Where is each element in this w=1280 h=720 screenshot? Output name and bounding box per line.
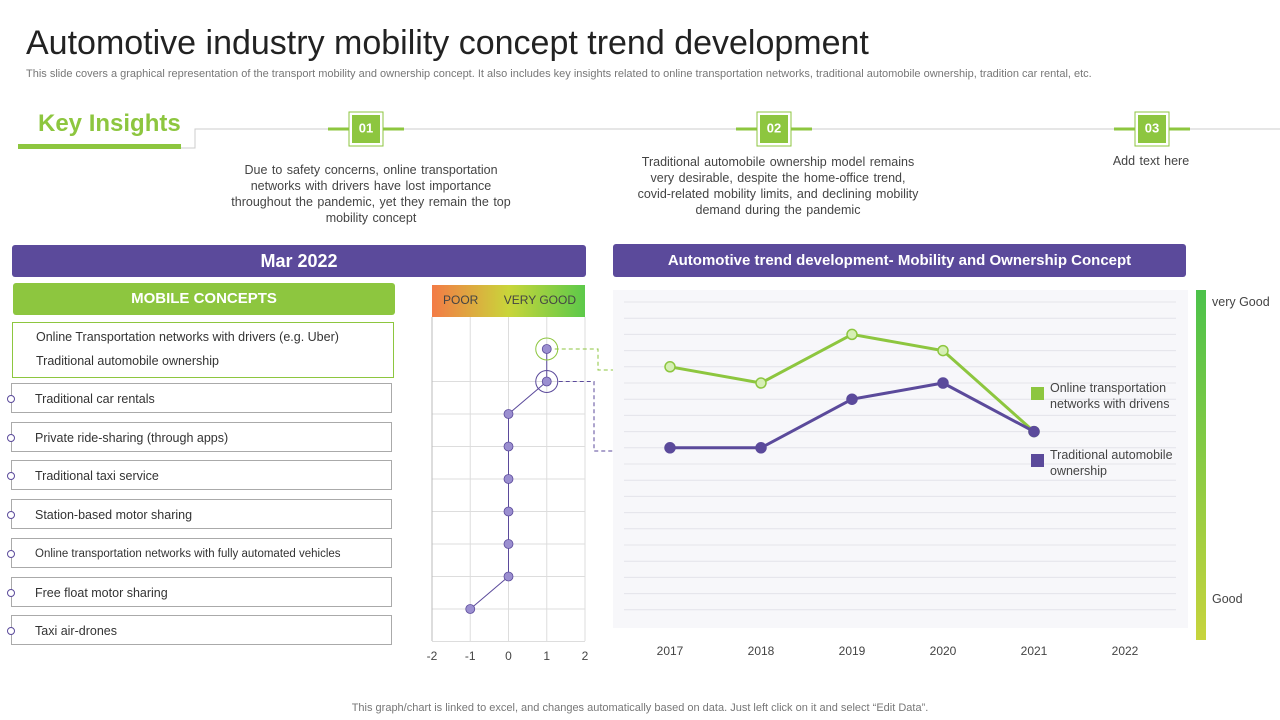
scale-bar <box>1196 290 1206 640</box>
point <box>755 377 767 389</box>
concept-box: Taxi air-drones <box>7 615 392 646</box>
legend-swatch <box>1031 454 1044 467</box>
concept: Free float motor sharing <box>35 585 168 600</box>
x-tick-label: 2018 <box>748 644 775 658</box>
highlight-box <box>12 322 394 378</box>
bullet <box>7 511 15 520</box>
title: Automotive industry mobility concept tre… <box>26 24 869 62</box>
concept-box: Traditional car rentals <box>7 383 392 413</box>
concept: Taxi air-drones <box>35 624 117 639</box>
panel-subheading: MOBILE CONCEPTS <box>13 283 395 315</box>
concept-box: Traditional taxi service <box>7 460 392 491</box>
x-tick-label: 1 <box>543 649 550 663</box>
concept: Traditional automobile ownership <box>36 354 219 368</box>
insight-text: Traditional automobile ownership model r… <box>637 155 919 217</box>
scale-label: Good <box>1212 592 1243 606</box>
bullet <box>7 549 15 558</box>
concept: Private ride-sharing (through apps) <box>35 430 229 445</box>
concept-box: Online transportation networks with full… <box>7 537 392 568</box>
rating-header <box>432 285 585 317</box>
badge <box>352 115 380 143</box>
concept-box: Free float motor sharing <box>7 576 392 607</box>
dot <box>503 474 514 484</box>
dot <box>503 539 514 549</box>
bullet <box>7 433 15 442</box>
legend-entry: Traditional automobile ownership <box>1050 448 1173 478</box>
point <box>937 344 949 357</box>
x-tick-label: 2017 <box>657 644 684 658</box>
connector <box>558 381 660 452</box>
dot <box>503 571 514 582</box>
point <box>664 442 676 454</box>
concept-box: Station-based motor sharing <box>7 499 392 530</box>
concept-box: Private ride-sharing (through apps) <box>7 421 392 452</box>
bullet <box>7 588 15 597</box>
connector <box>554 348 660 371</box>
legend-entry: Online transportation networks with driv… <box>1050 381 1170 411</box>
x-tick-label: 2022 <box>1112 644 1139 658</box>
subtitle: This slide covers a graphical representa… <box>26 68 1092 80</box>
badge <box>760 115 788 143</box>
concept: Traditional car rentals <box>35 392 155 406</box>
point <box>755 442 767 454</box>
underline <box>18 144 181 149</box>
x-tick-label: 2020 <box>930 644 957 658</box>
header-label: VERY GOOD <box>504 293 577 307</box>
scale-label: very Good <box>1212 295 1270 309</box>
bullet <box>7 395 15 403</box>
timeline <box>181 128 1280 149</box>
concept: Traditional taxi service <box>35 469 159 484</box>
badge-number: 01 <box>359 120 373 135</box>
x-tick-label: 2 <box>582 649 589 663</box>
footer: This graph/chart is linked to excel, and… <box>351 702 929 714</box>
point <box>664 361 676 373</box>
highlight-ring <box>535 370 559 393</box>
x-tick-label: -1 <box>465 649 476 663</box>
header-label: POOR <box>443 293 479 307</box>
panel-heading: Mar 2022 <box>12 245 586 277</box>
dot <box>503 441 514 452</box>
key-insights-heading: Key Insights <box>38 110 181 137</box>
dot <box>503 409 514 419</box>
x-tick-label: 2021 <box>1021 644 1048 658</box>
concept: Online transportation networks with full… <box>35 547 341 560</box>
badge <box>1138 115 1166 143</box>
badge-number: 02 <box>767 120 781 135</box>
badge-number: 03 <box>1145 120 1159 135</box>
x-tick-label: -2 <box>427 649 438 663</box>
bullet <box>7 472 15 481</box>
dot <box>541 344 552 354</box>
x-tick-label: 2019 <box>839 644 866 658</box>
insight-text: Due to safety concerns, online transport… <box>231 163 511 225</box>
insight-text: Add text here <box>1112 154 1190 168</box>
point <box>846 393 858 405</box>
legend-swatch <box>1031 387 1044 400</box>
point <box>846 328 858 341</box>
plot-area <box>613 290 1188 628</box>
bullet <box>7 627 15 636</box>
x-tick-label: 0 <box>505 649 512 663</box>
point <box>937 377 949 389</box>
point <box>1028 425 1040 438</box>
chart-title: Automotive trend development- Mobility a… <box>613 244 1186 277</box>
dot <box>541 376 552 387</box>
concept: Station-based motor sharing <box>35 508 193 523</box>
dot <box>465 604 476 614</box>
concept: Online Transportation networks with driv… <box>36 330 339 344</box>
dot <box>503 506 514 517</box>
